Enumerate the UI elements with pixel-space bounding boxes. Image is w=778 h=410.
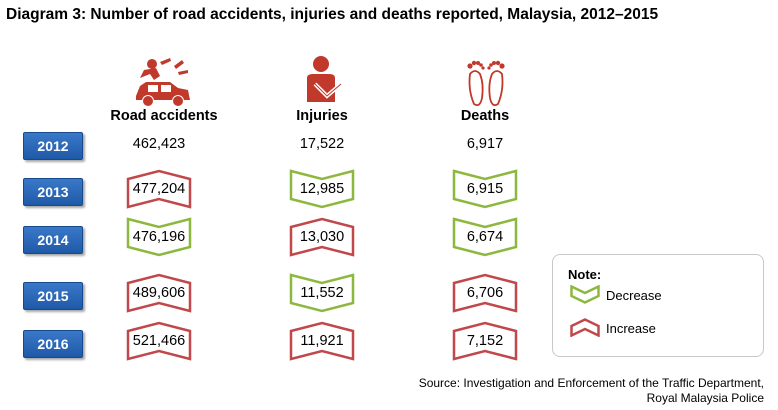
- year-label-2012: 2012: [23, 132, 83, 160]
- value-injuries-2016: 11,921: [300, 333, 344, 349]
- increase-chevron-road-accidents-2013: [126, 169, 192, 209]
- car-crash-icon: [136, 58, 190, 107]
- value-injuries-2014: 13,030: [299, 229, 345, 245]
- value-road-accidents-2013: 477,204: [132, 181, 186, 197]
- decrease-chevron-injuries-2015: [289, 273, 355, 313]
- value-deaths-2016: 7,152: [466, 333, 504, 349]
- value-injuries-2015: 11,552: [300, 285, 344, 301]
- source-line-2: Royal Malaysia Police: [646, 391, 764, 405]
- increase-chevron-deaths-2015: [452, 273, 518, 313]
- increase-chevron-deaths-2016: [452, 321, 518, 361]
- source-note: Source: Investigation and Enforcement of…: [419, 376, 764, 406]
- year-label-2014: 2014: [23, 226, 83, 254]
- year-label-2013: 2013: [23, 178, 83, 206]
- year-label-2016: 2016: [23, 330, 83, 358]
- legend-title: Note:: [568, 267, 602, 282]
- decrease-chevron-deaths-2013: [452, 169, 518, 209]
- increase-chevron-injuries-2016: [289, 321, 355, 361]
- footprints-icon: [467, 60, 505, 107]
- value-injuries-2012: 17,522: [299, 136, 345, 152]
- decrease-chevron-injuries-2013: [289, 169, 355, 209]
- increase-chevron-road-accidents-2015: [126, 273, 192, 313]
- decrease-chevron-road-accidents-2014: [126, 217, 192, 257]
- increase-chevron-road-accidents-2016: [126, 321, 192, 361]
- column-header-injuries: Injuries: [296, 108, 348, 124]
- injured-person-icon: [307, 56, 343, 102]
- value-deaths-2012: 6,917: [466, 136, 504, 152]
- value-road-accidents-2016: 521,466: [132, 333, 186, 349]
- decrease-chevron-deaths-2014: [452, 217, 518, 257]
- year-label-2015: 2015: [23, 282, 83, 310]
- chart-title: Diagram 3: Number of road accidents, inj…: [6, 6, 659, 23]
- value-deaths-2015: 6,706: [466, 285, 504, 301]
- value-deaths-2013: 6,915: [466, 181, 504, 197]
- column-header-deaths: Deaths: [460, 108, 510, 124]
- legend-increase-symbol: [570, 318, 600, 337]
- source-line-1: Source: Investigation and Enforcement of…: [418, 376, 764, 390]
- value-road-accidents-2015: 489,606: [132, 285, 186, 301]
- value-deaths-2014: 6,674: [466, 229, 504, 245]
- column-header-road-accidents: Road accidents: [110, 108, 218, 124]
- legend-decrease-label: Decrease: [606, 288, 662, 303]
- value-road-accidents-2014: 476,196: [132, 229, 186, 245]
- legend-increase-label: Increase: [606, 321, 656, 336]
- value-injuries-2013: 12,985: [299, 181, 345, 197]
- value-road-accidents-2012: 462,423: [132, 136, 186, 152]
- legend-decrease-symbol: [570, 285, 600, 304]
- increase-chevron-injuries-2014: [289, 217, 355, 257]
- legend-box: [552, 254, 764, 357]
